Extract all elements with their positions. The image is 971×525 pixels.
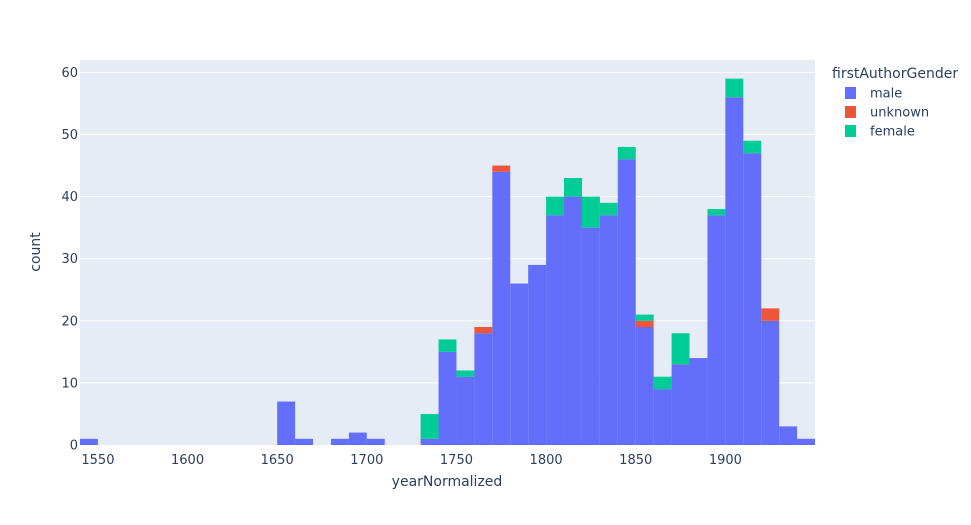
y-tick-labels: 0 10 20 30 40 50 60 xyxy=(61,66,78,454)
bar-male xyxy=(438,351,457,445)
legend-label-female: female xyxy=(870,125,915,140)
bar-male xyxy=(330,438,349,445)
bar-female xyxy=(581,196,600,228)
bar-male xyxy=(420,438,439,445)
x-tick-label: 1650 xyxy=(261,453,294,468)
bar-male xyxy=(564,196,582,445)
bar-male xyxy=(510,283,529,445)
bar-male xyxy=(743,153,762,446)
bar-male xyxy=(617,159,636,445)
gridlines xyxy=(80,71,815,384)
bar-male xyxy=(474,333,493,445)
bar-female xyxy=(653,376,672,390)
bar-male xyxy=(581,227,600,445)
bar-female xyxy=(635,314,654,321)
bar-unknown xyxy=(635,320,654,328)
y-tick-label: 60 xyxy=(61,66,78,81)
x-tick-label: 1700 xyxy=(350,453,383,468)
bar-female xyxy=(564,177,582,197)
legend-label-unknown: unknown xyxy=(870,106,929,121)
y-tick-label: 40 xyxy=(61,190,78,205)
bar-male xyxy=(671,364,690,445)
legend-swatch-unknown xyxy=(845,106,856,118)
bar-female xyxy=(546,196,565,216)
bar-female xyxy=(617,146,636,160)
legend-swatch-female xyxy=(845,125,856,137)
y-tick-label: 20 xyxy=(61,314,78,329)
bars xyxy=(80,78,815,446)
bar-unknown xyxy=(492,165,511,172)
bar-female xyxy=(456,370,475,377)
bar-unknown xyxy=(761,308,780,321)
bar-male xyxy=(366,438,385,445)
bar-male xyxy=(779,426,798,445)
legend: firstAuthorGender male unknown female xyxy=(832,66,958,140)
bar-male xyxy=(348,432,367,445)
x-tick-labels: 1550 1600 1650 1700 1750 1800 1850 1900 xyxy=(81,453,742,468)
bar-female xyxy=(707,209,726,216)
bar-female xyxy=(671,333,690,365)
x-tick-label: 1900 xyxy=(709,453,742,468)
bar-female xyxy=(599,202,618,216)
bar-unknown xyxy=(474,327,493,334)
y-tick-label: 50 xyxy=(61,128,78,143)
x-tick-label: 1750 xyxy=(440,453,473,468)
x-tick-label: 1850 xyxy=(619,453,652,468)
bar-male xyxy=(295,438,314,445)
y-tick-label: 0 xyxy=(70,439,78,454)
bar-female xyxy=(420,413,439,439)
bar-male xyxy=(725,97,744,446)
legend-swatch-male xyxy=(845,87,856,99)
legend-title: firstAuthorGender xyxy=(832,66,958,82)
y-axis-title: count xyxy=(28,232,44,272)
bar-male xyxy=(635,327,654,445)
legend-label-male: male xyxy=(870,87,902,102)
y-tick-label: 10 xyxy=(61,376,78,391)
bar-male xyxy=(689,358,708,445)
y-tick-label: 30 xyxy=(61,252,78,267)
bar-male xyxy=(653,389,672,445)
bar-female xyxy=(438,339,457,352)
bar-male xyxy=(761,320,780,445)
bar-male xyxy=(456,376,475,445)
bar-male xyxy=(599,215,618,445)
bar-male xyxy=(546,215,565,445)
x-tick-label: 1550 xyxy=(81,453,114,468)
bar-male xyxy=(707,215,726,445)
bar-male xyxy=(797,438,815,445)
bar-male xyxy=(528,264,547,445)
x-tick-label: 1800 xyxy=(530,453,563,468)
bar-female xyxy=(725,78,744,98)
x-axis-title: yearNormalized xyxy=(392,474,503,490)
bar-male xyxy=(492,171,511,445)
bar-male xyxy=(80,438,98,445)
bar-male xyxy=(277,401,296,445)
x-tick-label: 1600 xyxy=(171,453,204,468)
bar-female xyxy=(743,140,762,154)
